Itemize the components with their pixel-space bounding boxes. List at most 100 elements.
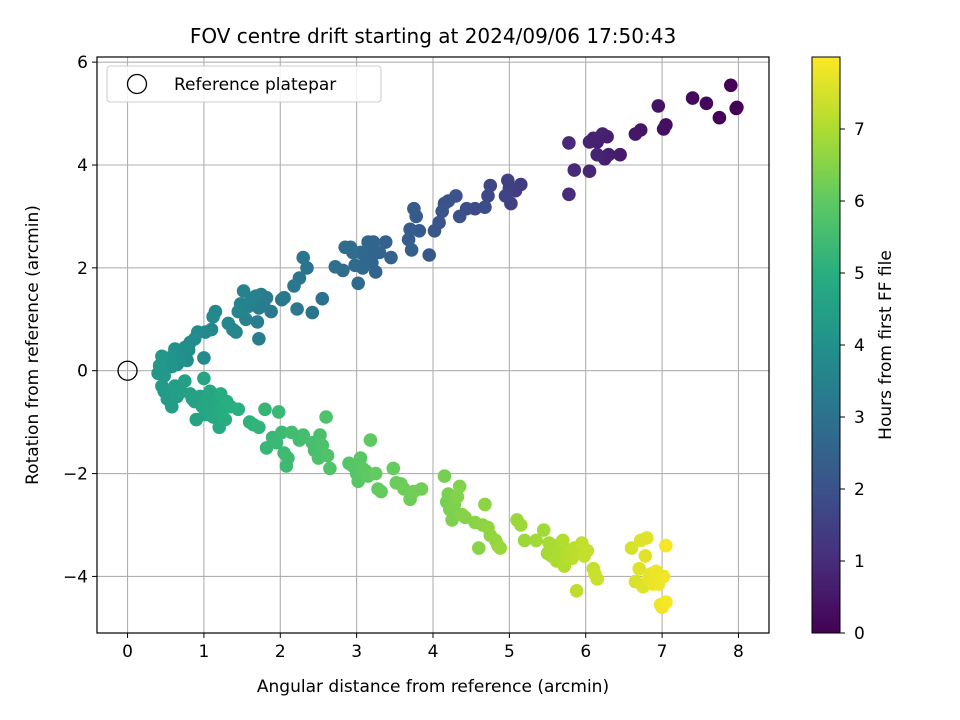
data-point (290, 302, 304, 316)
colorbar-tick-label: 7 (854, 120, 865, 140)
data-point (730, 100, 744, 115)
data-point (165, 399, 179, 414)
data-point (384, 250, 398, 265)
data-point (514, 518, 528, 532)
x-tick-label: 5 (504, 642, 515, 662)
data-point (498, 189, 513, 203)
data-point (649, 564, 663, 579)
data-point (250, 315, 265, 329)
colorbar-tick-label: 3 (854, 408, 865, 428)
data-point (315, 438, 330, 453)
data-point (724, 78, 738, 93)
colorbar-tick-label: 2 (854, 480, 865, 500)
x-tick-label: 0 (122, 642, 133, 662)
data-point (624, 541, 639, 555)
data-point (472, 541, 486, 555)
colorbar-tick-label: 4 (854, 336, 865, 356)
data-point (493, 541, 508, 555)
data-point (315, 291, 330, 306)
data-point (313, 428, 327, 442)
data-point (206, 309, 220, 324)
data-point (582, 164, 597, 178)
y-tick-label: −2 (63, 465, 88, 485)
data-point (203, 384, 217, 399)
data-point (368, 466, 383, 481)
colorbar-gradient (811, 56, 841, 634)
data-point (659, 538, 673, 553)
colorbar-tick-label: 0 (854, 624, 865, 644)
reference-platepar-marker (117, 360, 138, 381)
data-point (590, 147, 604, 162)
data-point (151, 366, 165, 381)
data-point (632, 561, 646, 576)
colorbar-tick-label: 6 (854, 192, 865, 212)
data-point (699, 96, 714, 111)
data-point (386, 461, 401, 476)
data-point (481, 189, 495, 203)
data-point (556, 533, 570, 548)
x-axis-label: Angular distance from reference (arcmin) (257, 677, 609, 697)
legend: Reference platepar (106, 65, 382, 103)
data-point (275, 292, 289, 307)
data-point (422, 248, 437, 262)
data-point (372, 245, 387, 260)
data-point (218, 412, 233, 427)
x-tick-label: 2 (275, 642, 286, 662)
data-point (361, 235, 375, 249)
data-point (437, 469, 452, 483)
data-point (427, 224, 442, 238)
data-point (435, 204, 450, 219)
data-point (363, 433, 378, 447)
data-point (319, 410, 333, 424)
gridlines (97, 57, 769, 633)
data-point (296, 428, 311, 442)
data-point (378, 235, 393, 249)
data-point (586, 131, 601, 146)
y-tick-label: 0 (77, 362, 88, 382)
colorbar-label: Hours from first FF file (876, 250, 896, 440)
data-point (328, 260, 343, 274)
data-point (452, 479, 467, 494)
x-tick-label: 4 (428, 642, 439, 662)
x-tick-label: 6 (580, 642, 591, 662)
data-point (685, 91, 700, 105)
data-point (628, 127, 643, 141)
data-point (320, 448, 335, 463)
legend-box (106, 65, 382, 103)
data-point (368, 265, 383, 279)
chart-title: FOV centre drift starting at 2024/09/06 … (190, 24, 676, 48)
data-point (353, 451, 368, 465)
legend-marker-reference (126, 73, 148, 95)
data-point (633, 533, 648, 548)
y-tick-label: 6 (77, 53, 88, 73)
data-point (536, 523, 551, 537)
data-point (221, 316, 236, 331)
data-point (478, 497, 492, 512)
colorbar: 0 1 2 3 4 5 6 7 Hours from first FF file (811, 56, 896, 644)
data-point (659, 595, 673, 609)
data-point (403, 222, 417, 237)
data-point (281, 451, 295, 465)
data-point (712, 110, 727, 125)
y-tick-label: 2 (77, 259, 88, 279)
legend-entry-reference: Reference platepar (174, 75, 336, 95)
data-point (231, 402, 246, 417)
data-point (236, 284, 251, 298)
data-point (271, 405, 286, 419)
data-point (567, 163, 582, 177)
data-point (252, 332, 266, 346)
colorbar-ticks: 0 1 2 3 4 5 6 7 (840, 120, 865, 644)
data-point (414, 482, 429, 496)
data-point (483, 178, 498, 193)
data-point (178, 374, 192, 388)
data-point (300, 261, 314, 275)
data-point (401, 232, 416, 247)
data-point (651, 99, 666, 113)
data-point (404, 243, 419, 257)
data-point (275, 425, 289, 440)
data-point (323, 461, 337, 476)
data-point (258, 402, 272, 417)
colorbar-tick-label: 1 (854, 552, 865, 572)
data-point (348, 258, 362, 273)
